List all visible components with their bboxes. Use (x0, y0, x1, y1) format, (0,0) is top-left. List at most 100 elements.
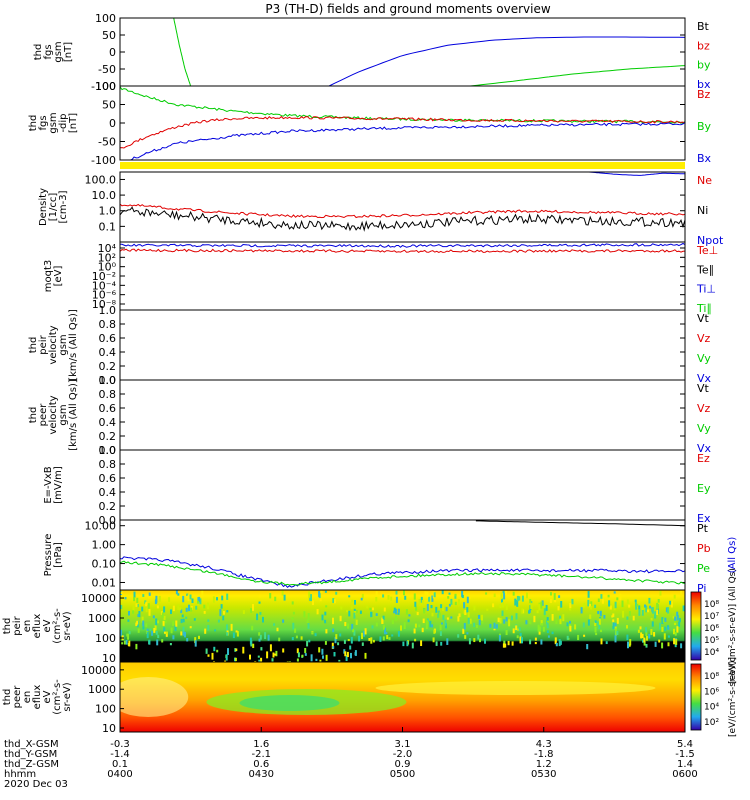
x-axis-row-label: thd_Y-GSM (4, 749, 57, 760)
legend-Ez: Ez (697, 452, 710, 465)
y-tick-label: 0.4 (99, 486, 117, 499)
svg-text:[cm-3]: [cm-3] (58, 190, 69, 223)
y-tick-label: 0.4 (99, 416, 117, 429)
svg-text:thd: thd (2, 689, 13, 706)
svg-text:peir: peir (38, 334, 49, 354)
x-axis-row-label: thd_Z-GSM (4, 759, 59, 770)
legend-By: By (697, 120, 712, 133)
y-tick-label: -100 (91, 154, 116, 167)
series-Pe (120, 560, 685, 586)
y-tick-label: 0.4 (99, 346, 117, 359)
svg-text:[nT]: [nT] (63, 42, 74, 62)
y-axis-label: Pressure [nPa] (43, 534, 64, 577)
svg-text:Density: Density (38, 188, 49, 226)
y-tick-label: 0.1 (99, 220, 117, 233)
legend-Bz: Bz (697, 88, 711, 101)
y-tick-label: 100 (95, 632, 116, 645)
legend-bx: bx (697, 78, 711, 91)
y-tick-label: -50 (98, 63, 116, 76)
panel-frame (119, 85, 686, 161)
y-tick-label: 10⁻⁶ (92, 289, 117, 302)
y-tick-label: 0.0 (99, 444, 117, 457)
colorbar-tick-label: 10⁶ (704, 624, 719, 634)
x-tick-label: 3.1 (395, 739, 411, 750)
x-tick-label: 0600 (672, 769, 697, 780)
legend-Te⊥: Te⊥ (696, 244, 718, 257)
x-tick-label: -1.5 (675, 749, 695, 760)
panel-frame (119, 17, 686, 87)
series-Ti (120, 242, 685, 248)
y-tick-label: 10 (102, 652, 116, 665)
y-tick-label: -100 (91, 80, 116, 93)
y-tick-label: 0.10 (92, 558, 117, 571)
svg-text:sr-eV): sr-eV) (62, 682, 73, 711)
series-Pt (475, 520, 685, 527)
y-axis-label: thd peir en eflux eV (cm²-s-sr-eV) (2, 608, 73, 644)
y-tick-label: -50 (98, 136, 116, 149)
x-tick-label: 0.9 (395, 759, 411, 770)
x-tick-label: 1.6 (253, 739, 269, 750)
svg-text:[km/s (All Qs)]: [km/s (All Qs)] (68, 379, 79, 451)
series-Ni (120, 206, 685, 232)
svg-text:fgs: fgs (43, 44, 54, 59)
colorbar-tick-label: 10⁴ (704, 648, 719, 658)
colorbar-tick-label: 10⁸ (704, 672, 719, 682)
panel-pressure: 10.00 1.00 0.10 0.01 Pressure [nPa] Pt Pb Pe Pi (A… (43, 519, 738, 595)
svg-text:(cm²-s-: (cm²-s- (52, 608, 63, 644)
panel-frame (119, 241, 686, 311)
svg-text:peir: peir (12, 615, 23, 635)
legend-Vt: Vt (697, 312, 710, 325)
panel-density: 100.0 10.0 1.0 0.1 Density [1/cc] [cm-3] Ne Ni Np… (38, 171, 724, 247)
y-axis-label: thd peer velocity gsm [km/s (All Qs)] (28, 379, 79, 451)
x-tick-label: -2.1 (251, 749, 271, 760)
legend-Vz: Vz (697, 332, 711, 345)
y-tick-label: 0 (109, 117, 116, 130)
svg-text:velocity: velocity (48, 325, 59, 364)
svg-text:(cm²-s-: (cm²-s- (52, 679, 63, 715)
y-tick-label: 1.00 (92, 539, 117, 552)
colorbar-label: [eV/(cm²-s-sr-eV)] (728, 657, 738, 737)
y-tick-label: 10⁻² (92, 270, 116, 283)
y-axis-label: Density [1/cc] [cm-3] (38, 188, 69, 226)
y-tick-label: 0.2 (99, 430, 117, 443)
y-axis-label: thd fgs gsm -dip [nT] (28, 112, 79, 133)
y-tick-label: 1.0 (99, 374, 117, 387)
svg-text:fgs: fgs (38, 115, 49, 130)
legend-Ne: Ne (697, 174, 712, 187)
series-By (120, 86, 685, 124)
y-tick-label: 1000 (88, 612, 116, 625)
panel-fgs_dip: 100 50 0 -50 -100 thd fgs gsm -dip [nT] Bz By Bx (28, 80, 712, 167)
x-tick-label: -1.4 (110, 749, 130, 760)
svg-text:peer: peer (12, 685, 23, 709)
svg-text:gsm: gsm (53, 41, 64, 62)
svg-text:eV: eV (42, 690, 53, 703)
x-axis-row-label: thd_X-GSM (4, 739, 59, 750)
legend-Ni: Ni (697, 204, 708, 217)
svg-text:thd: thd (28, 115, 39, 132)
y-tick-label: 0.8 (99, 458, 117, 471)
x-tick-label: -2.0 (393, 749, 413, 760)
y-axis-label: thd fgs gsm [nT] (33, 41, 74, 62)
x-axis-row-label: 2020 Dec 03 (4, 779, 68, 790)
legend-Pi: Pi (697, 582, 706, 595)
panel-right-label: (All Qs) (727, 537, 738, 574)
colorbar-tick-label: 10⁵ (704, 636, 719, 646)
colorbar (690, 591, 702, 661)
y-tick-label: 10 (102, 722, 116, 735)
quality-flag-bar (120, 162, 685, 169)
legend-Bt: Bt (697, 20, 710, 33)
legend-Vy: Vy (697, 352, 711, 365)
series-Npot (588, 172, 685, 176)
y-tick-label: 10⁻⁴ (92, 279, 117, 292)
x-tick-label: 5.4 (677, 739, 693, 750)
colorbar-tick-label: 10⁸ (704, 600, 719, 610)
svg-text:-dip: -dip (58, 113, 69, 132)
y-tick-label: 100 (95, 12, 116, 25)
x-axis-row-label: hhmm (4, 769, 36, 780)
legend-Te∥: Te∥ (696, 263, 714, 276)
y-tick-label: 1.0 (99, 205, 117, 218)
legend-Vy: Vy (697, 422, 711, 435)
svg-text:peer: peer (38, 403, 49, 427)
